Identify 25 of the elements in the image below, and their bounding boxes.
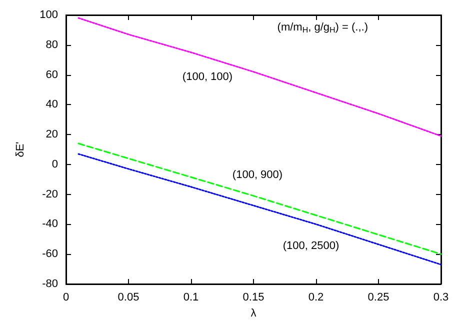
y-tick-label: -20 — [42, 188, 58, 200]
y-tick-label: 40 — [46, 98, 58, 111]
x-tick-label: 0.1 — [183, 292, 199, 304]
series-label: (100, 900) — [232, 168, 283, 181]
x-tick-label: 0.15 — [242, 292, 264, 304]
line-series — [78, 142, 442, 255]
y-tick-label: -80 — [42, 278, 58, 290]
line-series — [78, 153, 442, 266]
series-label: (100, 2500) — [282, 240, 340, 252]
line-series — [78, 17, 442, 137]
y-tick-label: 0 — [52, 158, 58, 170]
x-tick-label: 0.3 — [433, 292, 449, 304]
x-axis-title: λ — [250, 308, 257, 320]
y-tick-label: 20 — [46, 128, 58, 141]
x-tick-label: 0.2 — [308, 292, 324, 304]
y-tick-label: -60 — [42, 248, 58, 260]
y-tick-label: 100 — [40, 9, 58, 21]
y-axis-title: δE' — [14, 142, 26, 158]
y-tick-label: -40 — [42, 218, 58, 230]
x-tick-label: 0.25 — [368, 292, 390, 304]
x-tick-label: 0 — [62, 292, 70, 304]
series-label: (100, 100) — [182, 70, 233, 83]
y-tick-label: 60 — [46, 68, 58, 81]
y-tick-label: 80 — [46, 38, 58, 51]
x-tick-label: 0.05 — [118, 292, 140, 304]
